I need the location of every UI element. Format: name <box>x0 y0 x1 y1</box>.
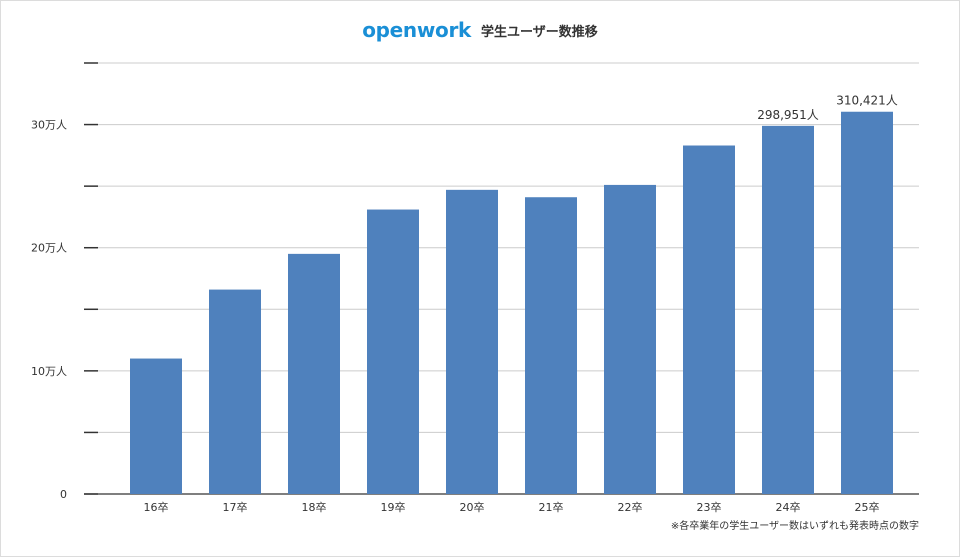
x-tick-label: 17卒 <box>223 500 248 514</box>
bar-17卒 <box>209 289 261 494</box>
y-tick-label: 20万人 <box>31 242 67 255</box>
bar-20卒 <box>446 189 498 494</box>
chart-title: 学生ユーザー数推移 <box>481 24 598 40</box>
bar-21卒 <box>525 197 577 494</box>
x-tick-label: 16卒 <box>144 500 169 514</box>
data-label: 298,951人 <box>757 108 819 122</box>
footnote: ※各卒業年の学生ユーザー数はいずれも発表時点の数字 <box>670 521 919 532</box>
x-tick-label: 22卒 <box>618 500 643 514</box>
bar-25卒 <box>841 111 893 494</box>
y-tick-label: 10万人 <box>31 365 67 378</box>
x-tick-label: 23卒 <box>697 500 722 514</box>
chart-header: openwork 学生ユーザー数推移 <box>1 15 959 45</box>
y-tick-label: 30万人 <box>31 119 67 132</box>
y-tick-label: 0 <box>60 488 67 501</box>
x-tick-label: 18卒 <box>302 500 327 514</box>
x-tick-label: 19卒 <box>381 500 406 514</box>
x-tick-label: 21卒 <box>539 500 564 514</box>
bar-19卒 <box>367 209 419 495</box>
bar-18卒 <box>288 253 340 494</box>
data-label: 310,421人 <box>836 94 898 108</box>
x-tick-label: 20卒 <box>460 500 485 514</box>
bar-16卒 <box>130 358 182 494</box>
bar-23卒 <box>683 145 735 494</box>
x-tick-label: 25卒 <box>855 500 880 514</box>
brand-logo: openwork <box>362 18 472 42</box>
bar-24卒 <box>762 125 814 495</box>
x-tick-label: 24卒 <box>776 500 801 514</box>
bar-22卒 <box>604 184 656 494</box>
